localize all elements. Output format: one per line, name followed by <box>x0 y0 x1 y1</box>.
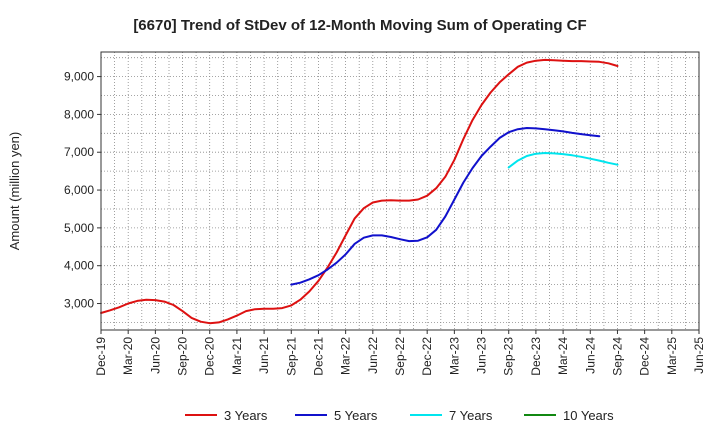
x-tick-label: Dec-24 <box>638 337 652 376</box>
series-line-7-years <box>507 152 619 169</box>
x-tick-label: Mar-21 <box>230 337 244 375</box>
y-tick-label: 8,000 <box>64 107 94 121</box>
y-tick-label: 5,000 <box>64 221 94 235</box>
x-axis-ticks: Dec-19 Mar-20 Jun-20 Sep-20 Dec-20 Mar-21 Jun-… <box>94 330 706 376</box>
x-tick-label: Sep-22 <box>393 337 407 376</box>
y-tick-label: 9,000 <box>64 70 94 84</box>
series-group <box>100 58 619 325</box>
y-tick-label: 7,000 <box>64 145 94 159</box>
legend-label-10-years: 10 Years <box>563 408 614 423</box>
x-tick-label: Sep-21 <box>284 337 298 376</box>
x-tick-label: Dec-20 <box>203 337 217 376</box>
legend-label-7-years: 7 Years <box>449 408 493 423</box>
y-tick-label: 6,000 <box>64 183 94 197</box>
series-line-5-years <box>290 127 601 286</box>
y-tick-label: 4,000 <box>64 259 94 273</box>
y-tick-label: 3,000 <box>64 297 94 311</box>
x-tick-label: Mar-24 <box>556 337 570 375</box>
y-axis-ticks: 3,000 4,000 5,000 6,000 7,000 8,000 9,000 <box>64 70 101 311</box>
legend-label-3-years: 3 Years <box>224 408 268 423</box>
chart-title: [6670] Trend of StDev of 12-Month Moving… <box>133 17 586 34</box>
x-tick-label: Jun-22 <box>366 337 380 374</box>
x-tick-label: Mar-22 <box>339 337 353 375</box>
legend: 3 Years 5 Years 7 Years 10 Years <box>185 408 614 423</box>
x-tick-label: Dec-21 <box>312 337 326 376</box>
x-tick-label: Sep-24 <box>611 337 625 376</box>
x-tick-label: Jun-20 <box>148 337 162 374</box>
x-tick-label: Mar-23 <box>447 337 461 375</box>
y-axis-label: Amount (million yen) <box>7 132 22 251</box>
x-tick-label: Jun-21 <box>257 337 271 374</box>
x-tick-label: Mar-20 <box>121 337 135 375</box>
x-tick-label: Jun-25 <box>692 337 706 374</box>
x-tick-label: Sep-20 <box>176 337 190 376</box>
x-tick-label: Mar-25 <box>665 337 679 375</box>
series-line-3-years <box>100 58 619 325</box>
grid <box>100 52 700 330</box>
x-tick-label: Jun-24 <box>583 337 597 374</box>
x-tick-label: Dec-19 <box>94 337 108 376</box>
x-tick-label: Sep-23 <box>502 337 516 376</box>
x-tick-label: Jun-23 <box>475 337 489 374</box>
legend-label-5-years: 5 Years <box>334 408 378 423</box>
x-tick-label: Dec-23 <box>529 337 543 376</box>
x-tick-label: Dec-22 <box>420 337 434 376</box>
